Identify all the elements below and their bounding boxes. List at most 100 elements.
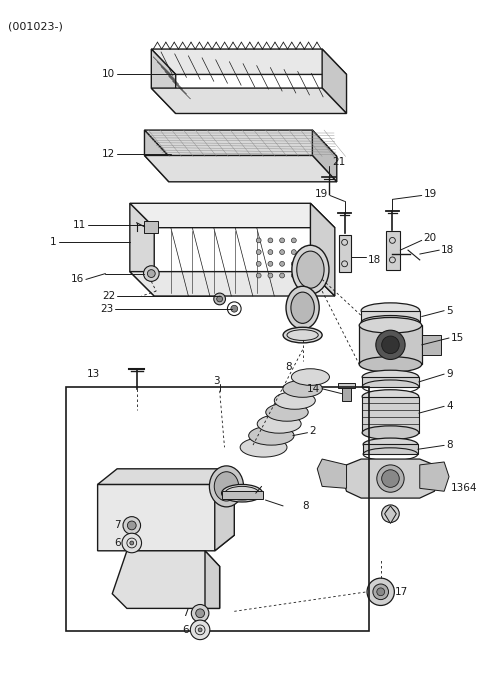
Circle shape bbox=[268, 273, 273, 278]
Text: 7: 7 bbox=[114, 521, 121, 531]
Polygon shape bbox=[384, 506, 396, 523]
Ellipse shape bbox=[362, 426, 419, 439]
Ellipse shape bbox=[209, 466, 243, 507]
Circle shape bbox=[280, 238, 285, 243]
Ellipse shape bbox=[214, 472, 239, 501]
Circle shape bbox=[214, 293, 226, 305]
Polygon shape bbox=[205, 551, 220, 608]
Polygon shape bbox=[215, 469, 234, 551]
Polygon shape bbox=[144, 155, 337, 182]
Circle shape bbox=[256, 273, 261, 278]
Text: 10: 10 bbox=[102, 70, 115, 80]
Ellipse shape bbox=[291, 292, 314, 323]
Circle shape bbox=[122, 533, 142, 553]
Polygon shape bbox=[342, 459, 439, 498]
Text: 18: 18 bbox=[368, 255, 381, 265]
Polygon shape bbox=[420, 462, 449, 491]
Polygon shape bbox=[342, 387, 351, 402]
Ellipse shape bbox=[274, 391, 315, 409]
Ellipse shape bbox=[257, 414, 301, 433]
Circle shape bbox=[268, 249, 273, 255]
Polygon shape bbox=[312, 130, 337, 182]
Circle shape bbox=[280, 273, 285, 278]
Circle shape bbox=[367, 578, 395, 606]
Polygon shape bbox=[311, 203, 335, 296]
Text: 4: 4 bbox=[446, 402, 453, 411]
Circle shape bbox=[216, 296, 223, 302]
Text: 19: 19 bbox=[424, 189, 437, 199]
Polygon shape bbox=[363, 444, 418, 454]
Circle shape bbox=[291, 238, 296, 243]
Text: 6: 6 bbox=[182, 625, 189, 635]
Polygon shape bbox=[130, 203, 335, 228]
Text: 12: 12 bbox=[102, 149, 115, 160]
Text: 8: 8 bbox=[446, 440, 453, 450]
Text: 1: 1 bbox=[50, 237, 57, 247]
Polygon shape bbox=[151, 49, 176, 114]
Circle shape bbox=[291, 249, 296, 255]
Circle shape bbox=[256, 249, 261, 255]
Text: 8: 8 bbox=[302, 501, 309, 511]
Polygon shape bbox=[322, 49, 347, 114]
Circle shape bbox=[130, 541, 134, 545]
Circle shape bbox=[268, 262, 273, 266]
Polygon shape bbox=[422, 335, 441, 355]
Text: 21: 21 bbox=[332, 158, 345, 167]
Polygon shape bbox=[361, 311, 420, 322]
Text: 3: 3 bbox=[214, 376, 220, 386]
Ellipse shape bbox=[377, 465, 404, 492]
Polygon shape bbox=[151, 88, 347, 114]
Polygon shape bbox=[144, 130, 337, 156]
Ellipse shape bbox=[359, 356, 422, 372]
Circle shape bbox=[256, 262, 261, 266]
Ellipse shape bbox=[376, 330, 405, 360]
Text: 1364: 1364 bbox=[451, 483, 478, 493]
Text: 14: 14 bbox=[307, 384, 320, 393]
Polygon shape bbox=[339, 235, 351, 272]
Circle shape bbox=[280, 249, 285, 255]
Ellipse shape bbox=[382, 336, 399, 354]
Polygon shape bbox=[317, 459, 347, 488]
Circle shape bbox=[291, 262, 296, 266]
Polygon shape bbox=[362, 397, 419, 433]
Ellipse shape bbox=[291, 368, 329, 385]
Bar bbox=[66, 387, 369, 631]
Text: 7: 7 bbox=[182, 608, 189, 619]
Polygon shape bbox=[97, 469, 234, 551]
Text: 20: 20 bbox=[424, 233, 437, 243]
Text: 9: 9 bbox=[446, 369, 453, 379]
Circle shape bbox=[196, 609, 204, 618]
Circle shape bbox=[382, 505, 399, 523]
Polygon shape bbox=[385, 231, 400, 270]
Circle shape bbox=[198, 628, 202, 632]
Polygon shape bbox=[97, 469, 234, 485]
Polygon shape bbox=[362, 377, 419, 387]
Text: 5: 5 bbox=[446, 306, 453, 316]
Text: 11: 11 bbox=[72, 220, 86, 230]
Ellipse shape bbox=[286, 286, 319, 329]
Text: 13: 13 bbox=[87, 369, 100, 379]
Ellipse shape bbox=[359, 318, 422, 333]
Circle shape bbox=[268, 238, 273, 243]
Text: 18: 18 bbox=[441, 245, 455, 255]
Circle shape bbox=[231, 306, 238, 312]
Text: 19: 19 bbox=[315, 189, 328, 199]
Text: (001023-): (001023-) bbox=[8, 22, 63, 32]
Circle shape bbox=[123, 516, 141, 534]
Ellipse shape bbox=[292, 245, 329, 294]
Polygon shape bbox=[130, 272, 335, 296]
Ellipse shape bbox=[363, 438, 418, 451]
Polygon shape bbox=[222, 491, 263, 499]
Ellipse shape bbox=[361, 303, 420, 318]
Ellipse shape bbox=[361, 316, 420, 329]
Text: 17: 17 bbox=[395, 587, 408, 597]
Polygon shape bbox=[338, 383, 355, 388]
Text: 2: 2 bbox=[310, 426, 316, 436]
Circle shape bbox=[147, 270, 155, 277]
Text: 22: 22 bbox=[102, 291, 115, 301]
Circle shape bbox=[127, 521, 136, 530]
Polygon shape bbox=[151, 49, 347, 74]
Ellipse shape bbox=[362, 390, 419, 404]
Ellipse shape bbox=[222, 485, 263, 502]
Ellipse shape bbox=[249, 426, 294, 445]
